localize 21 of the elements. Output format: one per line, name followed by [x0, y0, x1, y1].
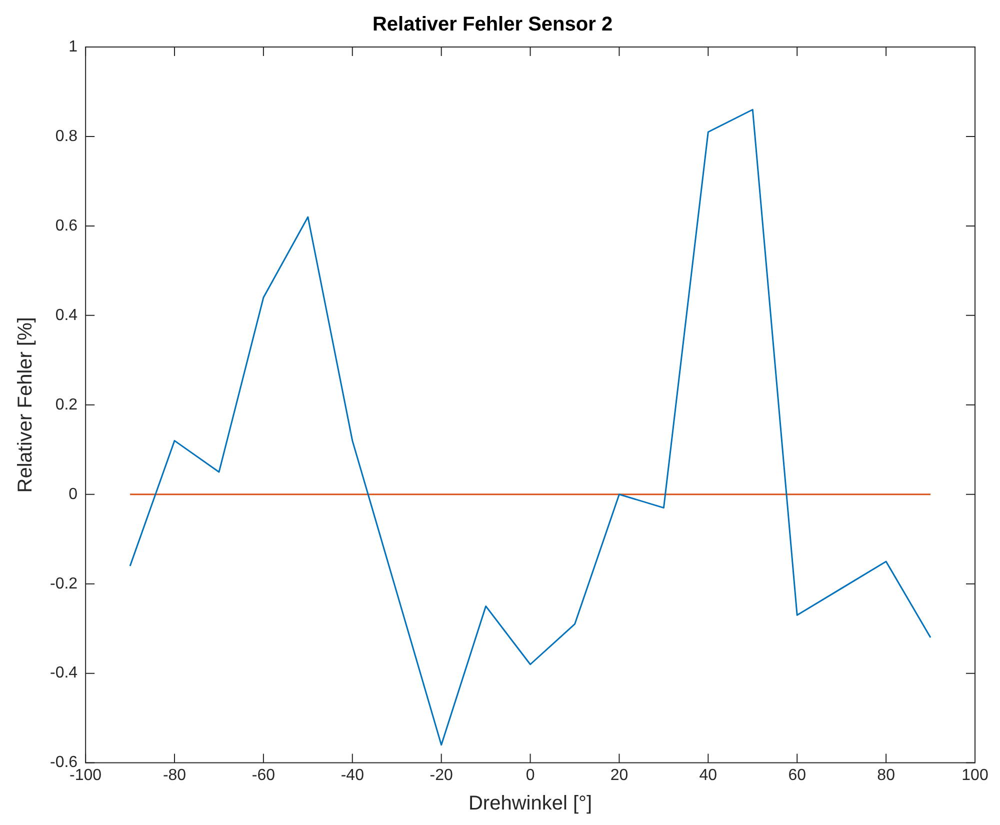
y-tick-label: 0.4	[55, 306, 78, 324]
x-tick-label: 20	[610, 766, 628, 784]
y-tick-label: 0.6	[55, 217, 78, 234]
y-tick-label: -0.2	[50, 575, 78, 592]
y-tick-label: 0.8	[55, 128, 78, 145]
x-tick-label: 60	[788, 766, 806, 784]
x-tick-label: -80	[162, 766, 186, 784]
x-axis-title: Drehwinkel [°]	[468, 792, 592, 815]
x-tick-label: -60	[252, 766, 276, 784]
x-tick-label: 100	[962, 766, 988, 784]
y-tick-label: 1	[68, 38, 78, 56]
chart-title: Relativer Fehler Sensor 2	[372, 14, 613, 36]
x-tick-label: 80	[877, 766, 896, 784]
x-tick-label: 0	[526, 766, 535, 784]
x-tick-label: -20	[430, 766, 454, 784]
y-tick-label: 0	[68, 486, 78, 503]
y-tick-label: -0.4	[50, 664, 78, 682]
x-tick-label: -40	[340, 766, 364, 784]
x-tick-label: 40	[699, 766, 718, 784]
y-axis-title: Relativer Fehler [%]	[14, 317, 37, 493]
y-tick-label: 0.2	[55, 396, 78, 414]
